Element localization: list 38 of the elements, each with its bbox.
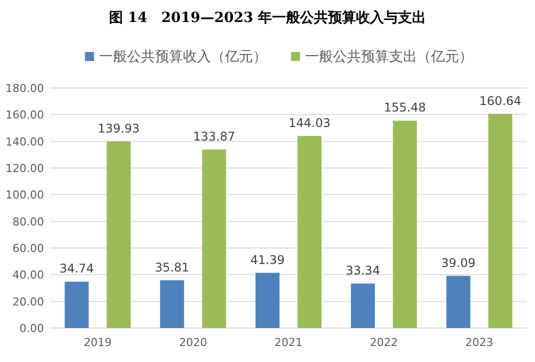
chart-title: 图 14 2019—2023 年一般公共预算收入与支出 [108, 10, 426, 26]
y-tick-label: 40.00 [12, 268, 44, 282]
bar [202, 150, 226, 328]
data-label: 133.87 [193, 130, 236, 144]
y-tick-label: 140.00 [6, 135, 44, 148]
bar [350, 284, 375, 328]
y-tick-label: 180.00 [6, 82, 44, 95]
y-tick-label: 80.00 [12, 215, 44, 228]
x-tick-label: 2023 [465, 336, 494, 349]
data-label: 34.74 [60, 262, 94, 276]
y-tick-label: 0.00 [20, 322, 44, 335]
bar [446, 276, 470, 328]
bar [256, 272, 280, 328]
bar [160, 280, 184, 328]
data-label: 160.64 [479, 94, 522, 108]
y-tick-label: 100.00 [6, 188, 44, 202]
data-label: 41.39 [250, 252, 285, 267]
bar [298, 136, 322, 328]
data-label: 139.93 [98, 121, 140, 136]
bar [392, 120, 417, 328]
data-label: 144.03 [288, 116, 330, 130]
legend-label: 一般公共预算收入（亿元） [99, 49, 267, 65]
x-tick-label: 2021 [274, 336, 302, 349]
x-tick-label: 2022 [370, 336, 398, 349]
legend-label: 一般公共预算支出（亿元） [305, 49, 473, 65]
bar [488, 114, 512, 328]
y-tick-label: 60.00 [12, 242, 44, 255]
x-tick-label: 2020 [179, 336, 208, 349]
data-label: 39.09 [441, 256, 476, 270]
data-label: 155.48 [384, 100, 426, 115]
y-tick-label: 20.00 [12, 295, 44, 308]
y-tick-label: 160.00 [6, 108, 44, 122]
x-tick-label: 2019 [84, 336, 112, 349]
bar [106, 141, 131, 328]
data-label: 33.34 [346, 264, 380, 278]
y-tick-label: 120.00 [6, 162, 44, 175]
bar [64, 282, 89, 328]
data-label: 35.81 [154, 260, 190, 274]
